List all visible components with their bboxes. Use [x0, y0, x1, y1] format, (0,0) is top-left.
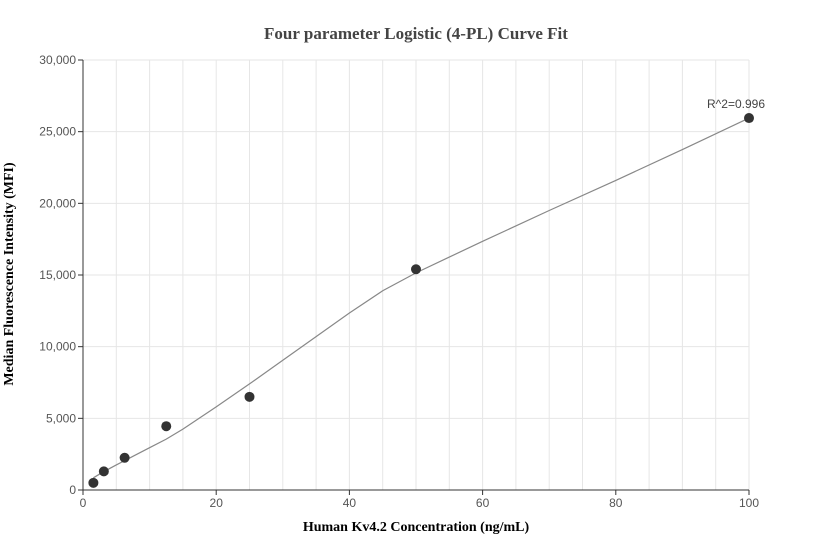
y-tick-label: 15,000	[39, 268, 76, 282]
y-tick-label: 0	[69, 483, 76, 497]
y-tick-label: 10,000	[39, 340, 76, 354]
x-tick-label: 0	[80, 496, 87, 510]
points-layer	[88, 113, 754, 488]
data-point	[411, 264, 421, 275]
axes-layer: 0 20 40 60 80 100 0 5,000 10,000 15,000 20,000 25,0…	[39, 53, 759, 510]
x-tick-label: 60	[476, 496, 490, 510]
data-point	[161, 421, 172, 432]
x-tick-label: 80	[609, 496, 623, 510]
data-point	[244, 391, 255, 402]
y-tick-label: 5,000	[46, 411, 76, 425]
y-axis-title: Median Fluorescence Intensity (MFI)	[2, 162, 17, 386]
r-squared-annotation: R^2=0.996	[707, 97, 765, 111]
x-tick-label: 20	[210, 496, 224, 510]
chart-title: Four parameter Logistic (4-PL) Curve Fit	[264, 24, 568, 43]
x-axis-title: Human Kv4.2 Concentration (ng/mL)	[303, 520, 530, 535]
x-tick-label: 40	[343, 496, 357, 510]
data-point	[88, 477, 99, 488]
y-tick-label: 25,000	[39, 125, 76, 139]
curve-layer	[93, 117, 750, 479]
y-tick-label: 30,000	[39, 53, 76, 67]
y-tick-label: 20,000	[39, 196, 76, 210]
fit-curve-line	[93, 117, 750, 479]
data-point	[744, 113, 754, 124]
data-point	[119, 452, 130, 463]
data-point	[98, 466, 109, 477]
x-tick-label: 100	[739, 496, 759, 510]
grid-layer	[83, 59, 750, 490]
